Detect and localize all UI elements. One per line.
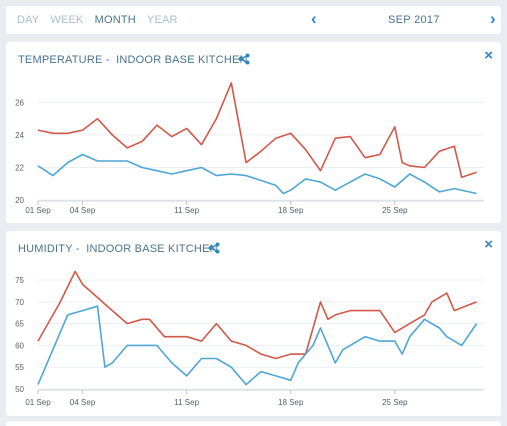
- y-tick-label: 75: [15, 276, 24, 285]
- chevron-left-icon[interactable]: ‹: [311, 9, 317, 28]
- y-tick-label: 50: [15, 385, 24, 394]
- y-tick-label: 22: [15, 163, 24, 172]
- period-week-tab[interactable]: WEEK: [50, 14, 84, 26]
- x-tick-label: 18 Sep: [278, 206, 304, 215]
- card-title: HUMIDITY - INDOOR BASE KITCHEN: [18, 243, 218, 255]
- month-label: SEP 2017: [388, 14, 440, 26]
- hum-series-red-line: [37, 270, 477, 360]
- humidity-card: HUMIDITY - INDOOR BASE KITCHEN × 50 55 60 6…: [6, 231, 501, 416]
- period-day-tab[interactable]: DAY: [17, 14, 40, 26]
- x-tick-label: 18 Sep: [278, 398, 304, 407]
- x-tick-label: 25 Sep: [382, 398, 408, 407]
- y-tick-label: 26: [15, 98, 24, 107]
- period-month-tab[interactable]: MONTH: [94, 14, 136, 26]
- share-icon[interactable]: [238, 53, 250, 65]
- chevron-right-icon[interactable]: ›: [490, 9, 496, 28]
- next-card-edge: [6, 421, 501, 426]
- period-toolbar: DAY WEEK MONTH YEAR ‹ SEP 2017 ›: [6, 6, 501, 34]
- period-year-tab[interactable]: YEAR: [146, 14, 178, 26]
- share-icon[interactable]: [208, 242, 220, 254]
- x-tick-label: 04 Sep: [70, 398, 96, 407]
- temp-series-blue-line: [37, 153, 477, 195]
- y-tick-label: 55: [15, 363, 24, 372]
- x-tick-label: 01 Sep: [25, 206, 51, 215]
- x-tick-label: 11 Sep: [174, 398, 199, 407]
- close-icon[interactable]: ×: [484, 236, 493, 253]
- temperature-chart: 20 22 24 26 01 Sep 04 Sep 11 Sep 18 Sep 25 Sep: [15, 82, 484, 215]
- y-tick-label: 24: [15, 131, 24, 140]
- hum-series-blue-line: [37, 305, 478, 386]
- close-icon[interactable]: ×: [484, 47, 493, 64]
- y-tick-label: 65: [15, 320, 24, 329]
- humidity-chart: 50 55 60 65 70 75 01 Sep 04 Sep 11 Sep 18 Sep 25 S…: [15, 270, 484, 407]
- y-tick-label: 60: [15, 341, 24, 350]
- temp-series-red-line: [37, 82, 477, 178]
- y-tick-label: 70: [15, 298, 24, 307]
- x-tick-label: 25 Sep: [382, 206, 408, 215]
- temperature-card: TEMPERATURE - INDOOR BASE KITCHEN × 20 22…: [6, 42, 501, 223]
- card-title: TEMPERATURE - INDOOR BASE KITCHEN: [18, 54, 248, 66]
- x-tick-label: 11 Sep: [174, 206, 199, 215]
- x-tick-label: 01 Sep: [25, 398, 51, 407]
- y-tick-label: 20: [15, 196, 24, 205]
- x-tick-label: 04 Sep: [70, 206, 96, 215]
